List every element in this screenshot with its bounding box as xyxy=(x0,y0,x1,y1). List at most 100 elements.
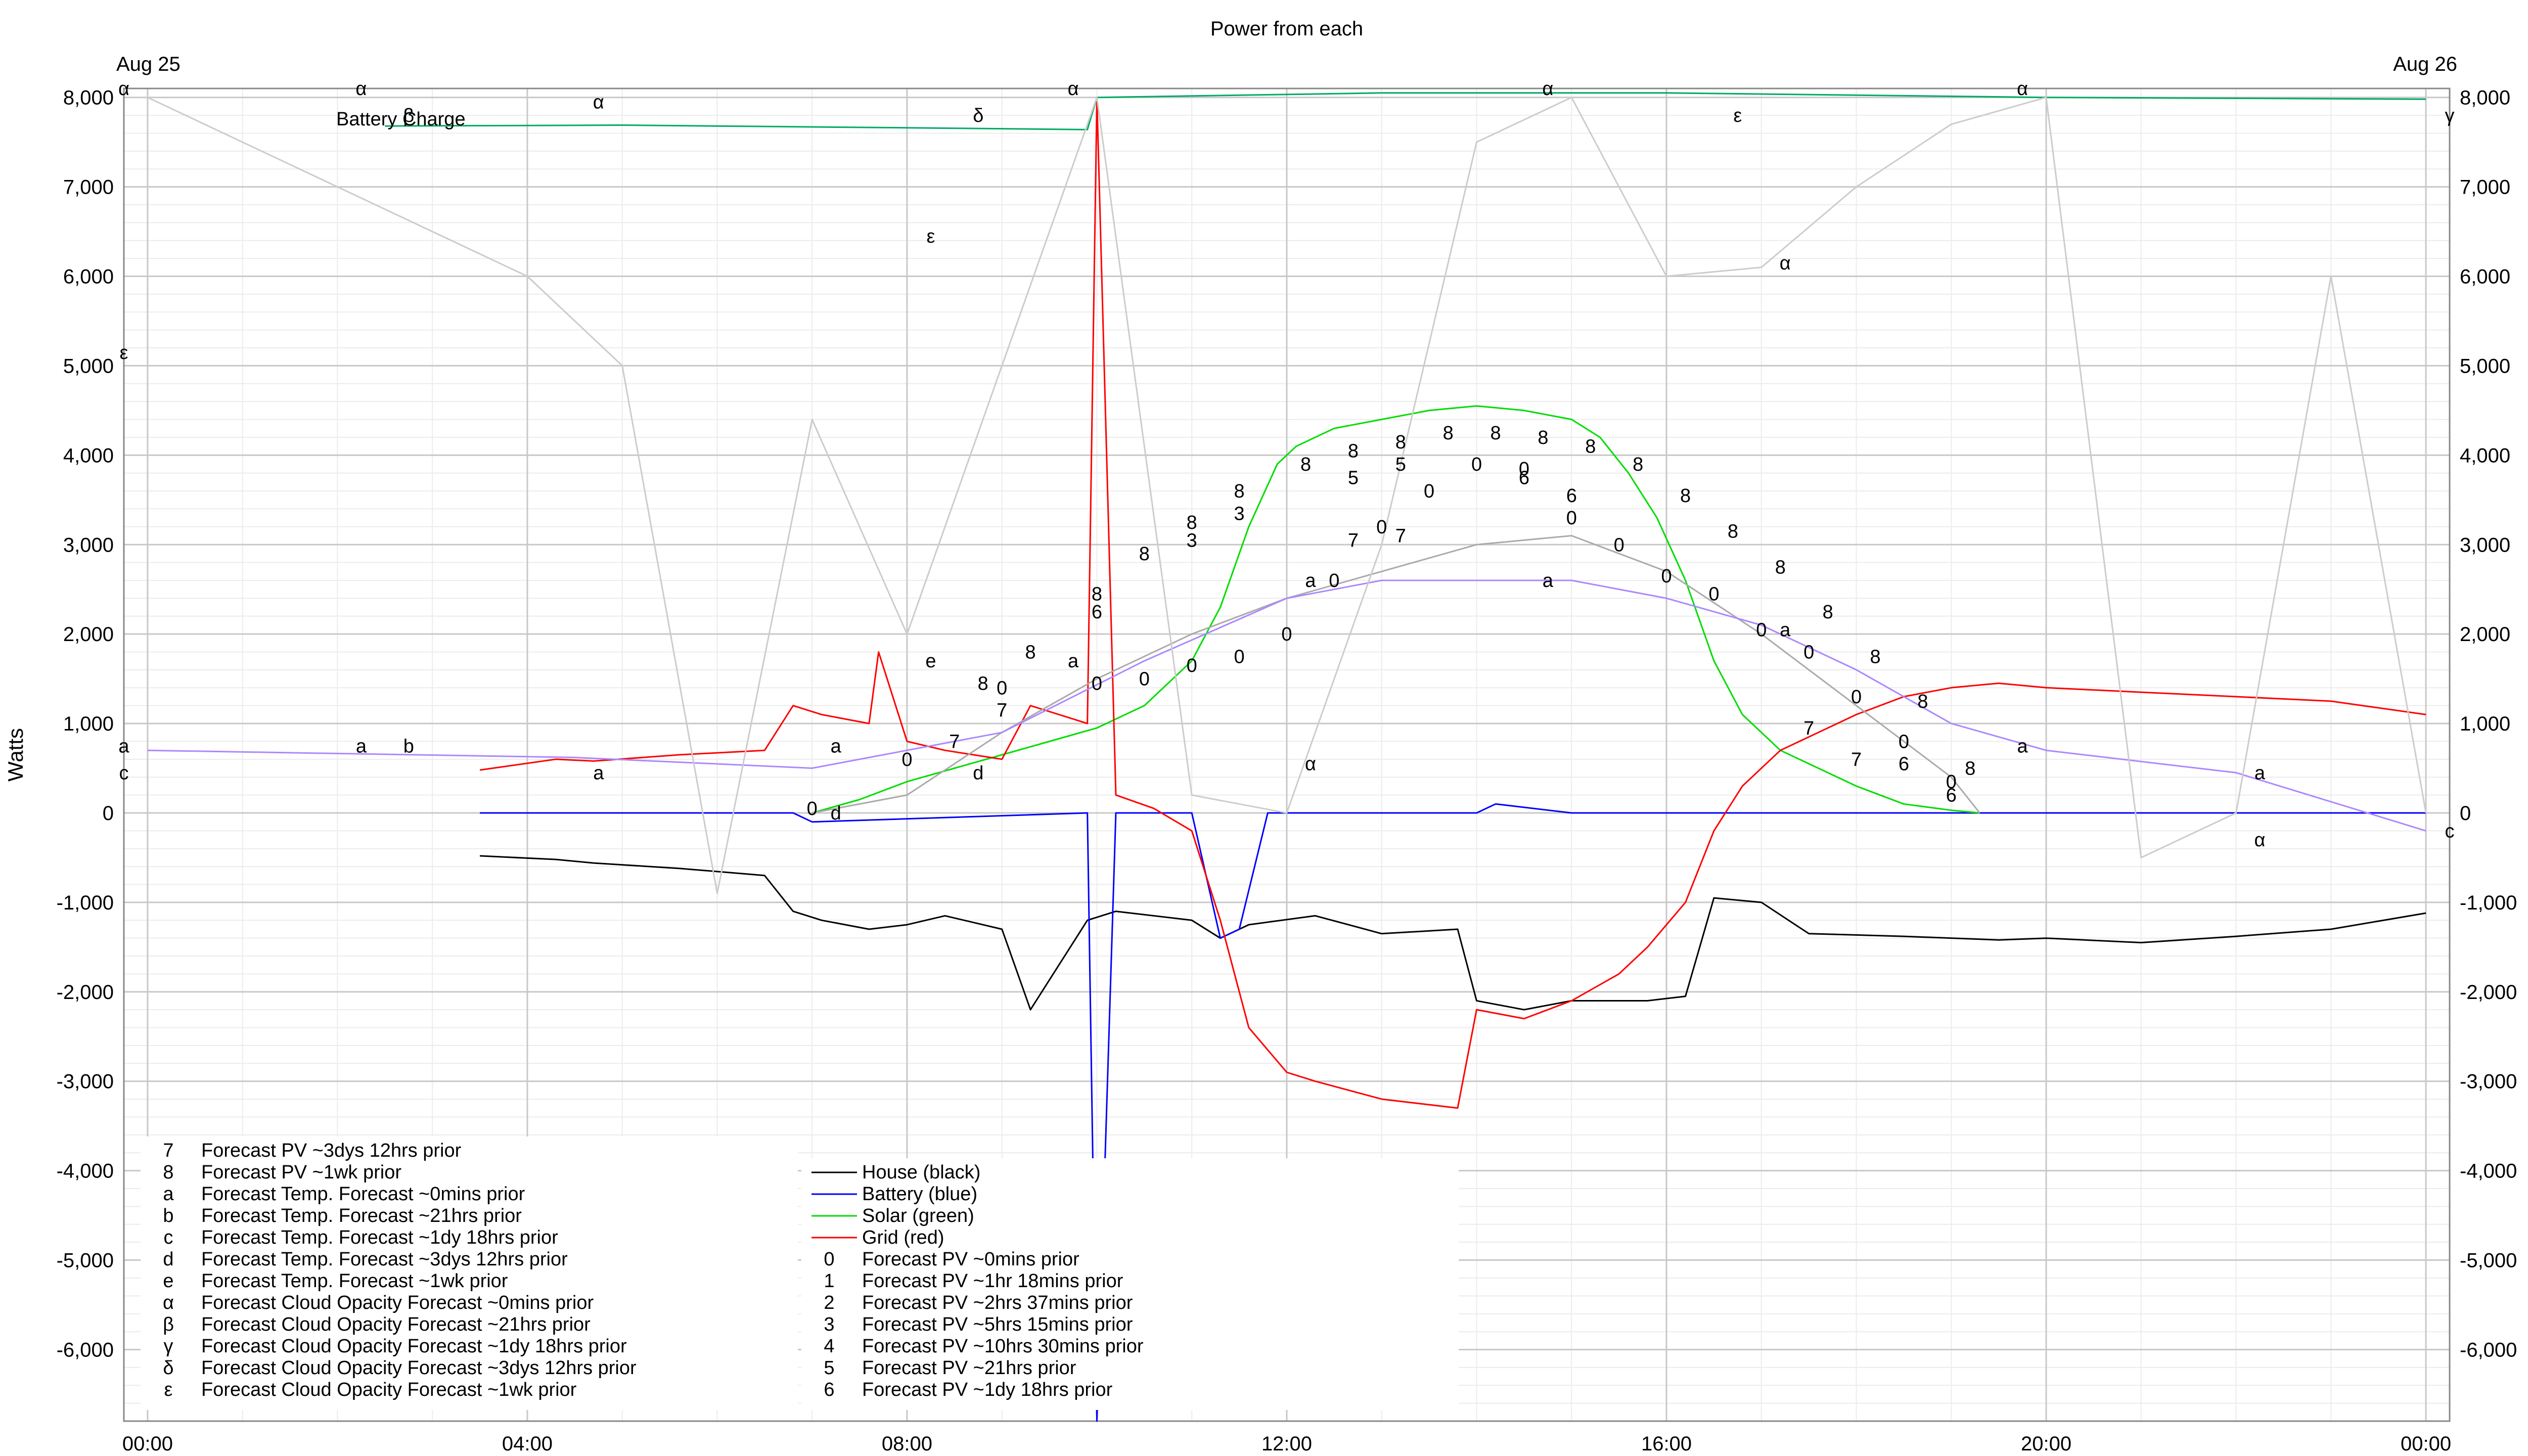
forecast-marker: 0 xyxy=(1329,570,1339,592)
y-tick-label-right: 7,000 xyxy=(2460,176,2510,199)
forecast-marker: 8 xyxy=(1139,543,1150,565)
axis-ticks: 8,000 8,000 7,000 7,000 6,000 6,000 5,000 5,000… xyxy=(57,87,2517,1455)
forecast-marker: α xyxy=(593,92,604,113)
forecast-marker: α xyxy=(118,78,129,100)
series-line xyxy=(480,855,2426,1011)
forecast-marker: ε xyxy=(120,342,128,363)
y-tick-label-left: 6,000 xyxy=(63,266,114,288)
forecast-marker: 6 xyxy=(1519,468,1529,489)
legend-symbol: α xyxy=(163,1292,174,1313)
forecast-marker: α xyxy=(355,78,367,100)
legend-label: Forecast Temp. Forecast ~1wk prior xyxy=(201,1270,508,1292)
legend-symbol: 0 xyxy=(824,1249,834,1270)
legend-symbol: 1 xyxy=(824,1270,834,1292)
legend-label: Forecast Temp. Forecast ~1dy 18hrs prior xyxy=(201,1227,558,1248)
forecast-marker: ε xyxy=(926,226,935,247)
legend-label: Forecast PV ~2hrs 37mins prior xyxy=(862,1292,1133,1313)
date-label-right: Aug 26 xyxy=(2393,53,2457,75)
forecast-marker: α xyxy=(1068,78,1079,100)
legend-right: House (black)Battery (blue)Solar (green)… xyxy=(801,1158,1459,1410)
legend-label: Forecast PV ~21hrs prior xyxy=(862,1357,1076,1379)
forecast-marker: b xyxy=(403,736,414,757)
legend-symbol: c xyxy=(164,1227,173,1248)
forecast-marker: 0 xyxy=(1424,481,1434,502)
forecast-marker: 8 xyxy=(1775,557,1786,578)
legend-label: Forecast PV ~1dy 18hrs prior xyxy=(862,1379,1113,1400)
legend-symbol: 4 xyxy=(824,1336,834,1357)
y-tick-label-left: -3,000 xyxy=(57,1071,114,1093)
y-tick-label-left: -5,000 xyxy=(57,1250,114,1272)
series-line xyxy=(147,579,2426,832)
forecast-marker: 0 xyxy=(1661,566,1672,587)
legend-label: Forecast PV ~5hrs 15mins prior xyxy=(862,1314,1133,1335)
legend-label: Forecast PV ~3dys 12hrs prior xyxy=(201,1140,462,1161)
series xyxy=(147,92,2427,1422)
forecast-marker: 0 xyxy=(1519,459,1529,480)
forecast-marker: 8 xyxy=(1395,432,1406,453)
y-tick-label-left: -4,000 xyxy=(57,1160,114,1182)
forecast-marker: 6 xyxy=(1092,602,1102,623)
forecast-marker: 8 xyxy=(1490,423,1501,444)
legend-symbol: 3 xyxy=(824,1314,834,1335)
legend-symbol: e xyxy=(163,1270,173,1292)
x-tick-label: 16:00 xyxy=(1641,1433,1692,1455)
forecast-marker: d xyxy=(973,762,983,784)
y-tick-label-right: 4,000 xyxy=(2460,444,2510,467)
forecast-marker: d xyxy=(831,803,841,824)
y-tick-label-right: 2,000 xyxy=(2460,623,2510,646)
series-line xyxy=(480,803,2426,1422)
forecast-marker: a xyxy=(356,736,367,757)
forecast-marker: a xyxy=(2254,762,2266,784)
forecast-marker: 7 xyxy=(997,700,1007,721)
forecast-marker: a xyxy=(1305,570,1316,592)
forecast-marker: 7 xyxy=(1348,530,1359,551)
legend-symbol: d xyxy=(163,1249,173,1270)
y-tick-label-left: 3,000 xyxy=(63,534,114,556)
date-label-left: Aug 25 xyxy=(116,53,180,75)
legend-label: Forecast PV ~10hrs 30mins prior xyxy=(862,1336,1144,1357)
y-tick-label-left: 0 xyxy=(103,802,114,825)
x-tick-label: 08:00 xyxy=(882,1433,932,1455)
forecast-marker: c xyxy=(2445,821,2455,842)
forecast-marker: 0 xyxy=(997,677,1007,699)
y-tick-label-right: -3,000 xyxy=(2460,1071,2517,1093)
forecast-marker: α xyxy=(1305,754,1316,775)
forecast-marker: 3 xyxy=(1234,503,1245,524)
y-axis-label-left: Watts xyxy=(4,728,27,782)
legend-label: Forecast Temp. Forecast ~0mins prior xyxy=(201,1184,525,1205)
y-tick-label-right: -6,000 xyxy=(2460,1339,2517,1361)
forecast-marker: 0 xyxy=(1899,731,1909,752)
y-tick-label-left: -1,000 xyxy=(57,892,114,914)
legend-box xyxy=(141,1136,798,1410)
legend-left: 7 Forecast PV ~3dys 12hrs prior 8 Forecast … xyxy=(141,1136,798,1410)
forecast-marker: α xyxy=(1780,253,1791,274)
y-tick-label-right: -1,000 xyxy=(2460,892,2517,914)
x-tick-label: 00:00 xyxy=(122,1433,173,1455)
forecast-marker: 0 xyxy=(1803,642,1814,663)
forecast-marker: 7 xyxy=(949,731,960,752)
forecast-marker: 8 xyxy=(1917,691,1928,712)
legend-symbol: a xyxy=(163,1184,174,1205)
forecast-marker: 0 xyxy=(1187,655,1197,676)
forecast-marker: 0 xyxy=(807,798,818,820)
y-tick-label-left: 8,000 xyxy=(63,87,114,109)
y-tick-label-left: 4,000 xyxy=(63,444,114,467)
forecast-marker: 0 xyxy=(1281,624,1292,645)
forecast-marker: 8 xyxy=(1585,436,1596,458)
forecast-marker: 0 xyxy=(1566,508,1577,529)
forecast-marker: 5 xyxy=(1348,468,1359,489)
forecast-marker: 8 xyxy=(978,673,988,694)
legend-label: Battery (blue) xyxy=(862,1184,977,1205)
forecast-marker: α xyxy=(2254,830,2266,851)
forecast-marker: 8 xyxy=(1300,454,1311,475)
forecast-marker: 8 xyxy=(1870,646,1881,667)
y-tick-label-right: 3,000 xyxy=(2460,534,2510,556)
y-tick-label-left: 7,000 xyxy=(63,176,114,199)
legend-symbol: 2 xyxy=(824,1292,834,1313)
forecast-marker: 8 xyxy=(1823,602,1833,623)
forecast-marker: α xyxy=(2017,78,2028,100)
forecast-marker: 8 xyxy=(1443,423,1454,444)
legend-label: Forecast Temp. Forecast ~21hrs prior xyxy=(201,1205,522,1226)
forecast-marker: 0 xyxy=(1139,669,1150,690)
